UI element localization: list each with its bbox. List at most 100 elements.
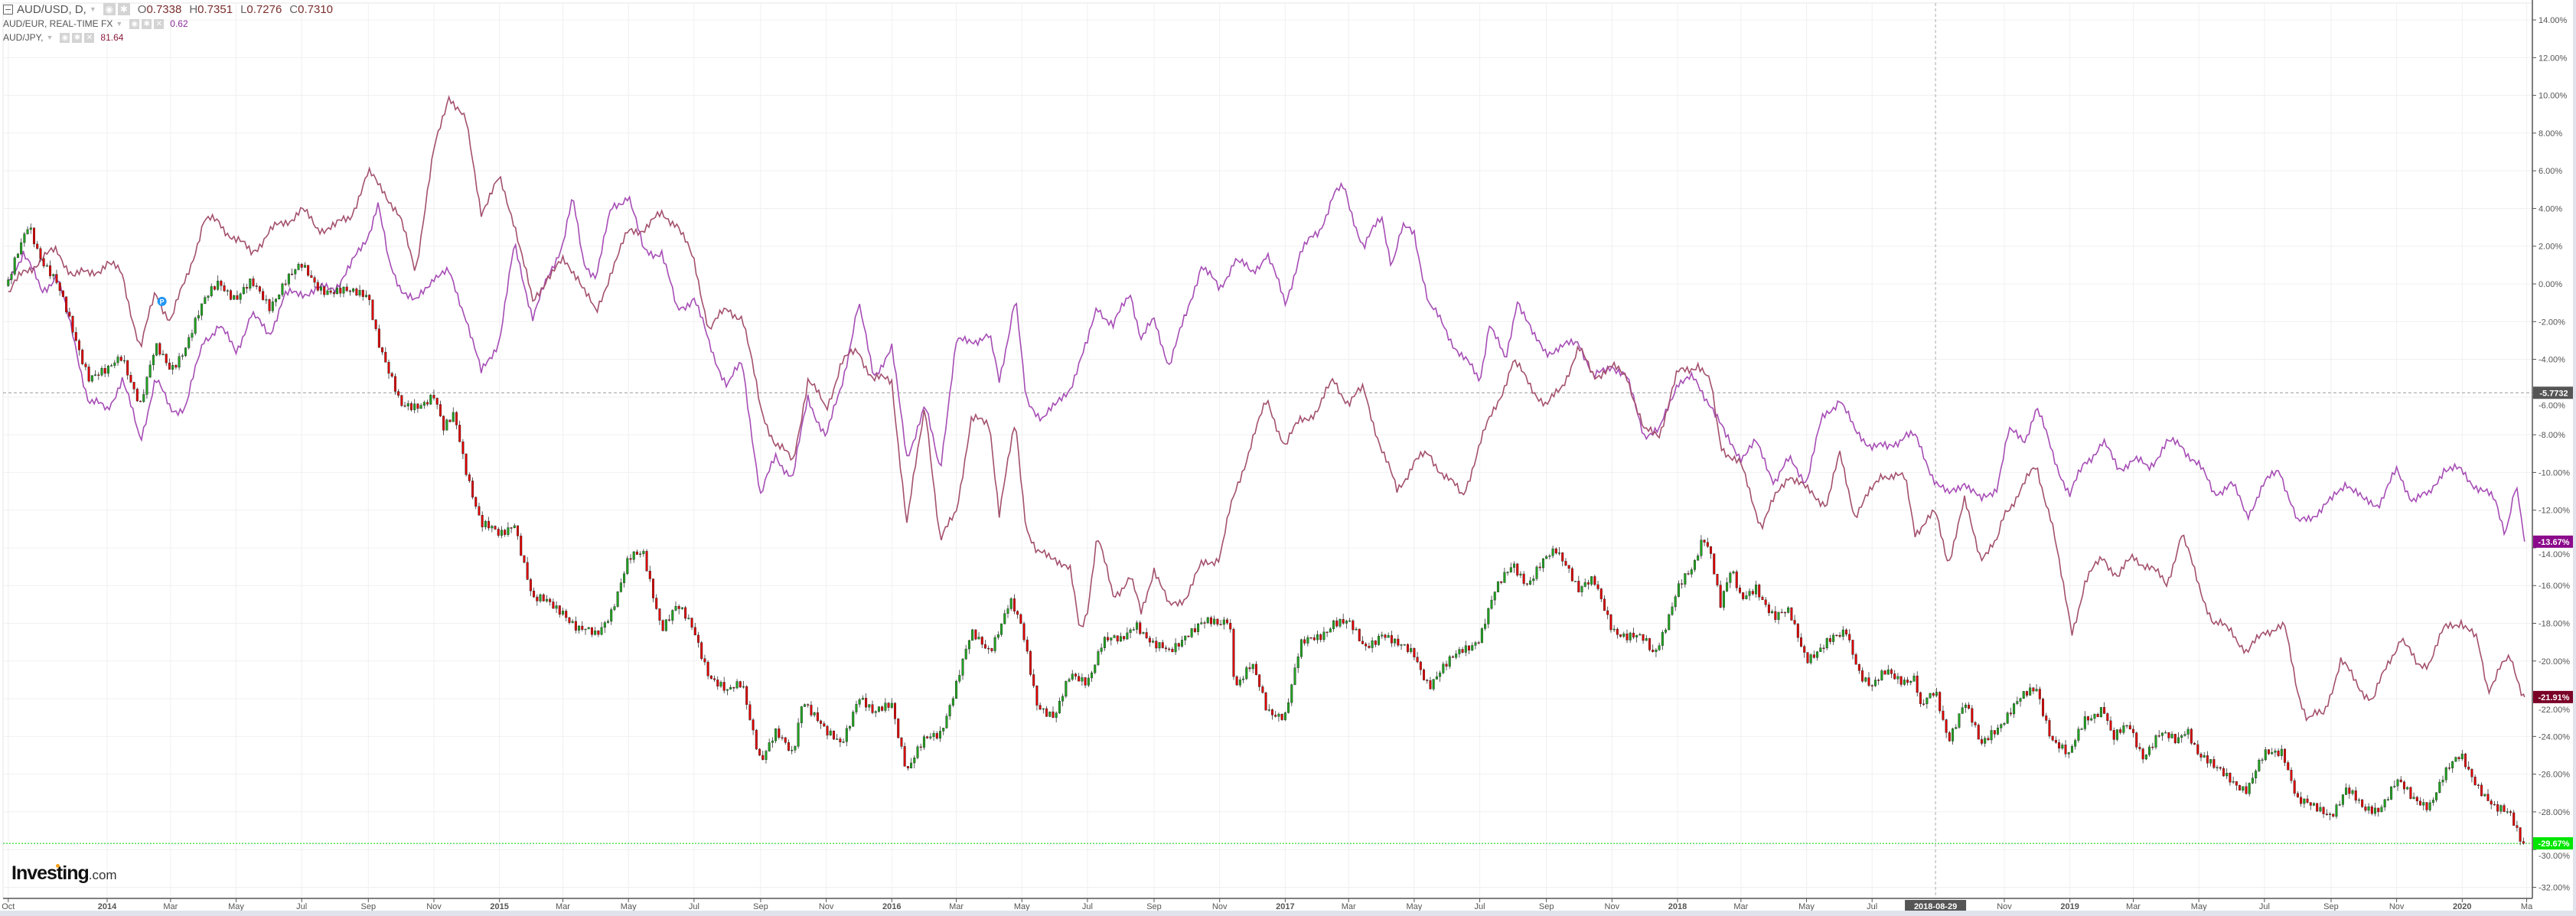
candle (1742, 592, 1745, 599)
candle (1838, 634, 1841, 637)
candle (1274, 715, 1277, 717)
candle (1896, 676, 1899, 680)
candle (1371, 641, 1374, 648)
candle (281, 283, 284, 295)
candle (807, 704, 810, 706)
candle (823, 723, 826, 727)
candle (913, 758, 916, 764)
candle (233, 295, 236, 300)
candle (42, 258, 45, 266)
candle (626, 558, 629, 574)
candle (1048, 711, 1052, 717)
chevron-down-icon[interactable]: ▼ (46, 34, 54, 41)
gear-icon[interactable]: ✱ (142, 18, 152, 29)
candle (271, 302, 274, 311)
candle (916, 746, 919, 758)
y-tick-label: 8.00% (2539, 129, 2562, 139)
candle (2493, 804, 2496, 806)
candle (2444, 767, 2447, 781)
candle (1339, 619, 1342, 627)
candle (1812, 654, 1815, 658)
candle (1700, 539, 1703, 556)
candle (371, 299, 374, 321)
close-icon[interactable]: ✕ (84, 32, 95, 43)
candle (690, 618, 693, 628)
candle (765, 751, 768, 760)
candle (2496, 804, 2499, 812)
candle (1955, 727, 1958, 729)
candle (2251, 777, 2254, 784)
y-tick-label: -26.00% (2539, 771, 2570, 780)
candle (510, 527, 513, 529)
candle (713, 678, 716, 680)
candle (1790, 607, 1793, 621)
eye-icon[interactable]: ◉ (129, 18, 140, 29)
candle (2441, 780, 2444, 783)
candle (1758, 584, 1761, 598)
close-label: C (289, 2, 298, 16)
candle (217, 280, 220, 290)
candle (2196, 744, 2199, 755)
candle (2128, 725, 2131, 730)
candle (2503, 805, 2506, 812)
candle (291, 273, 294, 275)
gear-icon[interactable]: ✱ (117, 3, 130, 15)
legend-main: AUD/USD, D, ▼ ◉ ✱ O 0.7338 H 0.7351 L 0.727… (3, 2, 333, 17)
candle (903, 746, 906, 767)
candle (413, 403, 416, 410)
candle (52, 274, 55, 276)
candle (877, 706, 880, 712)
candle (2267, 749, 2270, 755)
open-value: 0.7338 (146, 2, 182, 16)
y-tick-label: -28.00% (2539, 808, 2570, 817)
candle (1635, 634, 1639, 637)
candle (1148, 637, 1151, 643)
x-tick-label: Nov (1212, 902, 1228, 911)
candle (2160, 732, 2164, 736)
chevron-down-icon[interactable]: ▼ (116, 20, 123, 28)
chevron-down-icon[interactable]: ▼ (89, 5, 96, 13)
candle (1229, 622, 1232, 630)
candle (2048, 720, 2051, 737)
candle (2000, 724, 2003, 729)
candle (2093, 713, 2096, 719)
gear-icon[interactable]: ✱ (72, 32, 83, 43)
candle (2042, 699, 2045, 716)
candle (1841, 629, 1844, 637)
event-marker[interactable]: P (157, 296, 167, 306)
candle (2512, 812, 2516, 826)
bottom-scrollbar[interactable] (0, 911, 2576, 916)
candle (287, 273, 290, 285)
candle (632, 551, 635, 560)
candle (1968, 704, 1971, 709)
grid (2, 2, 2533, 899)
candle (1468, 645, 1471, 650)
investing-logo[interactable]: Investing.com (11, 862, 117, 885)
candle (429, 395, 432, 405)
candle (1299, 639, 1303, 657)
collapse-icon[interactable] (3, 4, 13, 15)
candle (1413, 648, 1416, 657)
candle (1639, 634, 1642, 636)
candle (971, 629, 974, 641)
candle (771, 740, 774, 743)
candle (1397, 638, 1400, 646)
candle (2132, 729, 2135, 733)
candle (1219, 624, 1222, 626)
candle (2464, 753, 2467, 768)
candle (922, 736, 925, 748)
close-icon[interactable]: ✕ (154, 18, 165, 29)
candle (967, 640, 970, 650)
eye-icon[interactable]: ◉ (60, 32, 70, 43)
candle (894, 702, 897, 719)
candle (542, 594, 545, 601)
candle (2003, 723, 2006, 725)
candle (639, 553, 642, 555)
candle (1206, 617, 1209, 624)
candle (2106, 713, 2109, 722)
candle (1903, 680, 1906, 685)
candle (422, 402, 426, 406)
candle (2516, 825, 2519, 828)
eye-icon[interactable]: ◉ (103, 3, 116, 15)
